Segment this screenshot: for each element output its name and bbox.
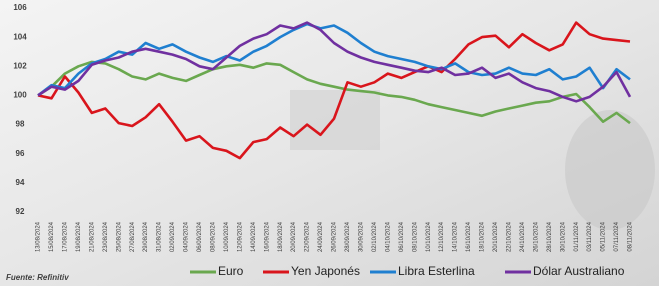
background-shape [290,90,380,150]
y-tick-label: 100 [13,91,27,100]
x-tick-label: 21/08/2024 [89,221,95,252]
chart: Fuente: Refinitiv 92 94 96 98 100 102 104 106 13… [0,0,659,286]
source: Fuente: Refinitiv [6,273,69,282]
x-tick-label: 26/10/2024 [533,221,539,252]
x-tick-label: 05/11/2024 [601,221,607,251]
x-tick-label: 14/10/2024 [453,221,459,252]
x-tick-label: 23/08/2024 [103,221,109,252]
x-tick-label: 08/09/2024 [210,221,216,252]
x-tick-label: 18/10/2024 [480,221,486,252]
x-tick-label: 12/10/2024 [439,221,445,252]
x-tick-label: 22/09/2024 [305,221,311,252]
x-tick-label: 06/10/2024 [399,221,405,252]
x-tick-label: 02/09/2024 [170,221,176,252]
x-tick-label: 24/10/2024 [520,221,526,252]
x-tick-label: 10/10/2024 [426,221,432,252]
x-tick-label: 17/08/2024 [62,221,68,252]
x-tick-label: 26/09/2024 [332,221,338,252]
x-tick-label: 27/08/2024 [130,221,136,252]
legend-label: Libra Esterlina [398,264,475,278]
x-tick-label: 30/10/2024 [560,221,566,252]
x-tick-label: 18/09/2024 [278,221,284,252]
x-tick-label: 20/09/2024 [291,221,297,252]
x-tick-label: 01/11/2024 [574,221,580,251]
x-tick-label: 08/10/2024 [412,221,418,252]
y-tick-label: 106 [13,3,27,12]
x-tick-label: 16/10/2024 [466,221,472,252]
x-tick-label: 28/09/2024 [345,221,351,252]
x-tick-label: 20/10/2024 [493,221,499,252]
x-tick-label: 16/09/2024 [264,221,270,252]
x-tick-label: 29/08/2024 [143,221,149,252]
x-tick-label: 19/08/2024 [76,221,82,252]
x-tick-label: 04/10/2024 [385,221,391,252]
y-tick-label: 98 [16,120,25,129]
x-tick-label: 08/11/2024 [628,221,634,251]
x-tick-label: 24/09/2024 [318,221,324,252]
x-tick-label: 04/09/2024 [184,221,190,252]
y-tick-label: 104 [13,32,27,41]
x-tick-label: 28/10/2024 [547,221,553,252]
legend-label: Euro [218,264,244,278]
y-tick-label: 94 [16,178,25,187]
x-tick-label: 25/08/2024 [116,221,122,252]
x-tick-label: 07/11/2024 [614,221,620,251]
legend-label: Yen Japonés [291,264,360,278]
x-tick-label: 02/10/2024 [372,221,378,252]
x-tick-label: 03/11/2024 [587,221,593,251]
x-tick-label: 31/08/2024 [157,221,163,252]
x-tick-label: 06/09/2024 [197,221,203,252]
x-tick-label: 12/09/2024 [237,221,243,252]
x-tick-label: 10/09/2024 [224,221,230,252]
x-tick-label: 30/09/2024 [358,221,364,252]
x-tick-label: 22/10/2024 [506,221,512,252]
x-tick-label: 15/08/2024 [49,221,55,252]
legend-label: Dólar Australiano [533,264,625,278]
x-tick-label: 13/08/2024 [36,221,42,252]
y-tick-label: 92 [16,207,25,216]
y-tick-label: 96 [16,149,25,158]
y-tick-label: 102 [13,61,27,70]
background-shape [565,110,655,230]
x-tick-label: 14/09/2024 [251,221,257,252]
